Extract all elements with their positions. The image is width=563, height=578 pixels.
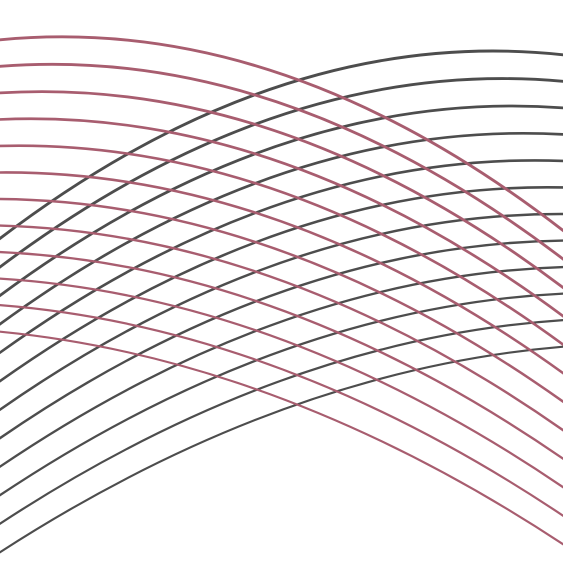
dark-curve — [0, 292, 563, 497]
dark-curve — [0, 49, 563, 241]
dark-curve — [0, 104, 563, 298]
dark-curve — [0, 186, 563, 383]
dark-curve — [0, 212, 563, 412]
dark-curve — [0, 239, 563, 440]
rose-curve — [0, 330, 563, 546]
dark-curve — [0, 265, 563, 469]
rose-curve — [0, 117, 563, 318]
rose-curve — [0, 197, 563, 404]
rose-curve — [0, 90, 563, 290]
dark-curve — [0, 345, 563, 554]
rose-curve — [0, 144, 563, 347]
dark-curve — [0, 131, 563, 326]
rose-curve — [0, 171, 563, 375]
dark-curve — [0, 319, 563, 526]
rose-curve — [0, 277, 563, 489]
rose-curve — [0, 62, 563, 261]
rose-curve — [0, 250, 563, 461]
rose-curve-group — [0, 35, 563, 546]
rose-curve — [0, 304, 563, 517]
dark-curve — [0, 159, 563, 355]
dark-curve — [0, 77, 563, 269]
rose-curve — [0, 224, 563, 432]
rose-curve — [0, 35, 563, 233]
dark-curve-group — [0, 49, 563, 554]
